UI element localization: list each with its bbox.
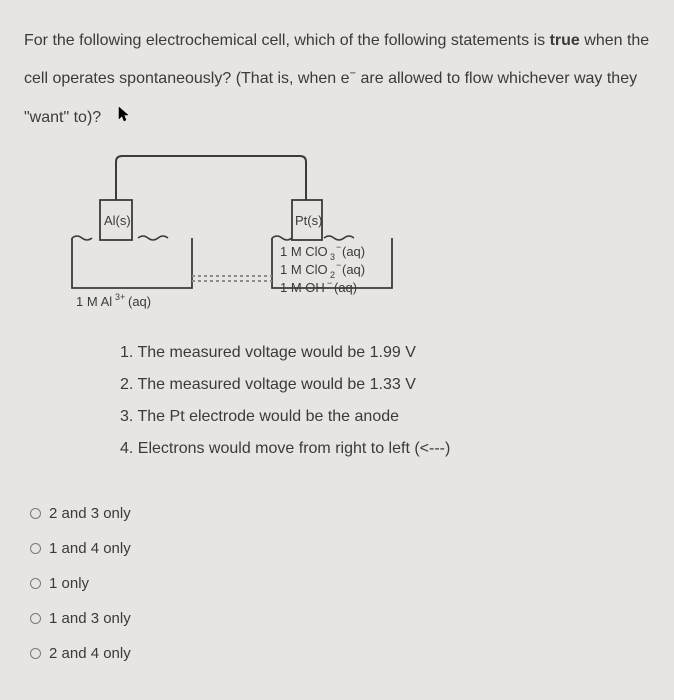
option-4[interactable]: 1 and 3 only: [30, 604, 650, 634]
option-5[interactable]: 2 and 4 only: [30, 639, 650, 669]
left-electrode-label: Al(s): [104, 213, 131, 228]
radio-icon: [30, 613, 41, 624]
options-list: 2 and 3 only 1 and 4 only 1 only 1 and 3…: [30, 499, 650, 669]
option-1[interactable]: 2 and 3 only: [30, 499, 650, 529]
cursor-icon: [118, 99, 130, 137]
svg-text:(aq): (aq): [128, 294, 151, 309]
statement-2: 2. The measured voltage would be 1.33 V: [120, 369, 650, 401]
statement-4: 4. Electrons would move from right to le…: [120, 433, 650, 465]
svg-text:−: −: [327, 278, 332, 288]
option-label: 2 and 4 only: [49, 639, 131, 669]
radio-icon: [30, 578, 41, 589]
statement-3: 3. The Pt electrode would be the anode: [120, 401, 650, 433]
svg-text:(aq): (aq): [342, 244, 365, 259]
option-label: 1 only: [49, 569, 89, 599]
right-solution-label-1: 1 M ClO: [280, 244, 328, 259]
svg-text:−: −: [336, 242, 341, 252]
right-electrode-label: Pt(s): [295, 213, 322, 228]
right-solution-label-3: 1 M OH: [280, 280, 325, 295]
svg-text:−: −: [336, 260, 341, 270]
option-3[interactable]: 1 only: [30, 569, 650, 599]
radio-icon: [30, 508, 41, 519]
option-2[interactable]: 1 and 4 only: [30, 534, 650, 564]
svg-text:(aq): (aq): [342, 262, 365, 277]
option-label: 1 and 3 only: [49, 604, 131, 634]
svg-text:(aq): (aq): [334, 280, 357, 295]
radio-icon: [30, 543, 41, 554]
cell-diagram: Al(s) Pt(s) 1 M Al 3+ (aq) 1 M ClO 3 − (…: [54, 148, 650, 323]
svg-text:3: 3: [330, 252, 335, 262]
svg-text:3+: 3+: [115, 292, 125, 302]
statement-list: 1. The measured voltage would be 1.99 V …: [120, 337, 650, 465]
radio-icon: [30, 648, 41, 659]
option-label: 1 and 4 only: [49, 534, 131, 564]
right-solution-label-2: 1 M ClO: [280, 262, 328, 277]
question-text: For the following electrochemical cell, …: [24, 22, 650, 138]
left-solution-label: 1 M Al: [76, 294, 112, 309]
option-label: 2 and 3 only: [49, 499, 131, 529]
statement-1: 1. The measured voltage would be 1.99 V: [120, 337, 650, 369]
